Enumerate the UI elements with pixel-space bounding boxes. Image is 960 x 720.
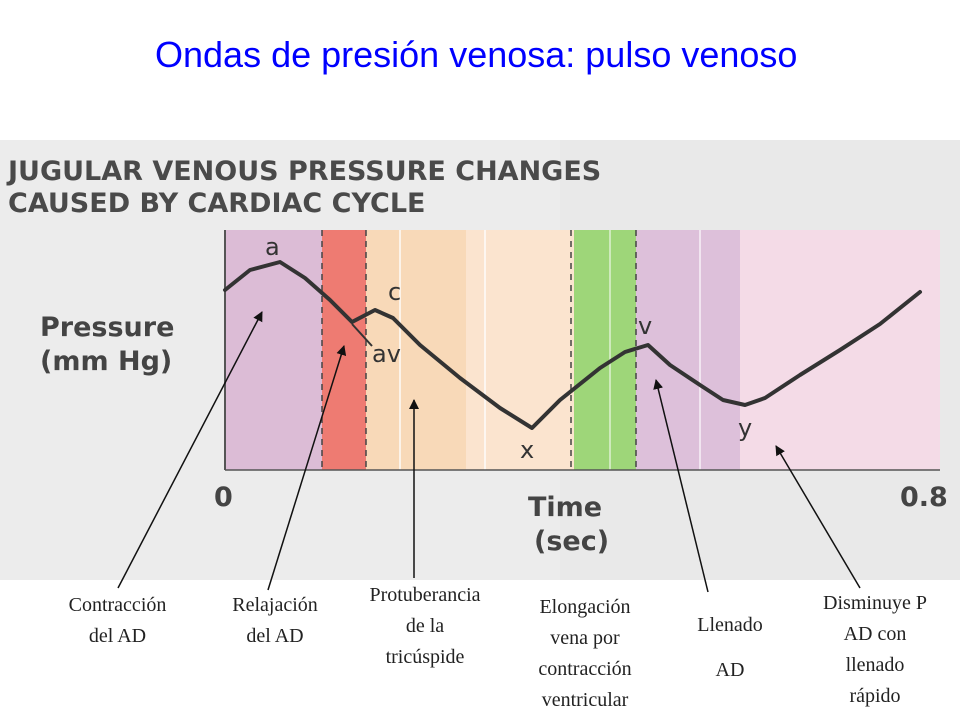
x-axis-start-tick: 0	[214, 482, 233, 513]
arrow-disminuye	[775, 445, 861, 589]
wave-label-c: c	[388, 278, 401, 306]
x-axis-label-line2: (sec)	[534, 526, 609, 557]
figure-heading-line1: JUGULAR VENOUS PRESSURE CHANGES	[6, 156, 601, 187]
phase-band-atrial-relaxation	[322, 230, 366, 470]
wave-label-y: y	[738, 414, 752, 442]
annotation-llenado-ad: Llenado AD	[697, 614, 763, 681]
phase-band-ventricular-contraction	[466, 230, 574, 470]
phase-band-atrial-contraction	[225, 230, 322, 470]
slide-title: Ondas de presión venosa: pulso venoso	[155, 34, 798, 75]
y-axis-label-line1: Pressure	[40, 312, 174, 343]
wave-label-x: x	[520, 436, 534, 464]
annotation-disminuye-p-ad: Disminuye P AD con llenado rápido	[823, 592, 927, 707]
y-axis-label-line2: (mm Hg)	[40, 346, 172, 377]
annotation-protuberancia-tricuspide: Protuberancia de la tricúspide	[369, 584, 481, 668]
annotation-arrows	[117, 311, 861, 593]
wave-label-av: av	[372, 340, 401, 368]
annotation-relajacion-del-ad: Relajación del AD	[232, 594, 318, 647]
annotation-elongacion-vena: Elongación vena por contracción ventricu…	[538, 596, 632, 711]
arrow-contraccion	[117, 311, 263, 589]
wave-label-v: v	[638, 312, 652, 340]
arrow-llenado	[653, 379, 709, 593]
x-axis-label-line1: Time	[528, 492, 602, 523]
arrow-relajacion	[267, 345, 347, 591]
av-pointer	[351, 323, 373, 347]
figure-heading-line2: CAUSED BY CARDIAC CYCLE	[8, 188, 426, 219]
annotation-contraccion-del-ad: Contracción del AD	[68, 594, 167, 647]
jvp-waveform	[223, 260, 922, 430]
phase-boundaries	[321, 230, 637, 470]
phase-band-tricuspid-bulge	[366, 230, 466, 470]
x-axis-end-tick: 0.8	[900, 482, 948, 513]
wave-label-a: a	[265, 233, 280, 261]
